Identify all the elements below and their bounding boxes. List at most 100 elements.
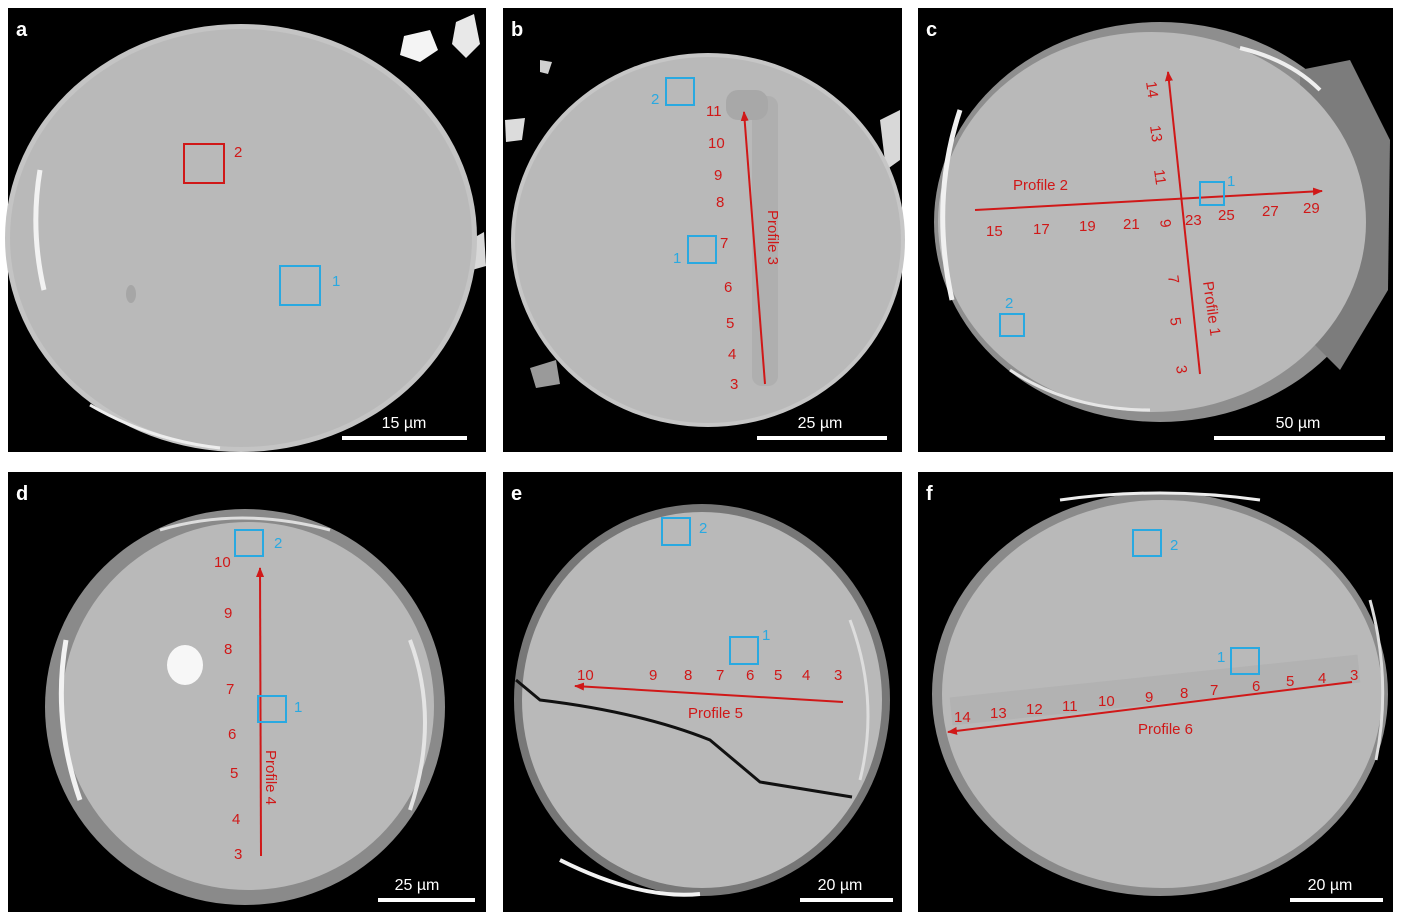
point-label: 3 [1172,364,1190,375]
bright-rim-fragment [1009,368,1151,412]
point-label: 9 [714,167,722,184]
point-label: 4 [1318,670,1326,687]
point-label: 8 [684,667,692,684]
panel-b: Profile 3 11 10 9 8 7 6 5 4 3 2 1 b 25 µ… [503,8,905,452]
box-label-2: 2 [274,535,282,552]
point-label: 29 [1303,200,1320,217]
point-label: 27 [1262,203,1279,220]
box-label-1: 1 [294,699,302,716]
panel-c: Profile 2 Profile 1 15 17 19 21 23 25 27… [918,8,1393,452]
sphere-cross-section [938,32,1366,412]
panel-label: c [926,19,937,41]
analysis-box-1 [687,235,717,264]
surface-pit [126,285,136,303]
bright-rim-fragment [848,619,870,781]
analysis-box-2 [999,313,1025,337]
point-label: 7 [716,667,724,684]
point-label: 7 [1210,682,1218,699]
debris-fragment [505,118,525,142]
point-label: 5 [726,315,734,332]
point-label: 3 [730,376,738,393]
ablation-crater [726,90,768,120]
point-label: 10 [1098,693,1115,710]
analysis-box-2 [234,529,264,557]
debris-fragment [530,360,560,388]
box-label-1: 1 [1227,173,1235,190]
point-label: 14 [1142,80,1161,99]
analysis-box-1 [279,265,321,306]
point-label: 3 [1350,667,1358,684]
profile-4-label: Profile 4 [262,750,279,805]
bright-rim-fragment [1368,599,1385,761]
panel-e: Profile 5 10 9 8 7 6 5 4 3 2 1 e 20 µm [503,472,902,912]
point-label: 14 [954,709,971,726]
point-label: 17 [1033,221,1050,238]
point-label: 4 [802,667,810,684]
point-label: 3 [234,846,242,863]
debris-fragment [452,14,480,58]
panel-label: d [16,483,28,505]
point-label: 25 [1218,207,1235,224]
profile-2-arrow [974,187,1323,211]
point-label: 6 [1252,678,1260,695]
profile-5-arrow [574,682,844,703]
ablation-track [949,654,1361,726]
panel-label: e [511,483,522,505]
point-label: 5 [230,765,238,782]
debris-fragment [880,110,900,170]
bright-inclusion [167,645,203,685]
point-label: 10 [708,135,725,152]
bright-rim-fragment [940,109,963,301]
scale-bar-label: 20 µm [1308,877,1353,894]
box-label-1: 1 [673,250,681,267]
scale-bar-label: 50 µm [1276,415,1321,432]
point-label: 12 [1026,701,1043,718]
bright-rim-fragment [1059,491,1261,502]
point-label: 8 [1180,685,1188,702]
point-label: 9 [224,605,232,622]
panel-a: 2 1 a 15 µm [5,8,486,452]
point-label: 7 [226,681,234,698]
point-label: 4 [728,346,736,363]
bright-rim-fragment [1239,46,1322,92]
bright-rim-fragment [33,169,47,291]
bright-rim-fragment [159,516,331,532]
panel-label: f [926,483,933,505]
profile-6-arrow [947,681,1353,735]
point-label: 10 [577,667,594,684]
point-label: 7 [1164,274,1182,285]
panel-label: b [511,19,523,41]
profile-3-label: Profile 3 [764,210,781,265]
point-label: 10 [214,554,231,571]
point-label: 4 [232,811,240,828]
point-label: 11 [706,103,722,120]
sphere-cross-section [10,29,472,447]
scale-bar-label: 20 µm [818,877,863,894]
point-label: 5 [1286,673,1294,690]
point-label: 23 [1185,212,1202,229]
analysis-box-2 [665,77,695,106]
scale-bar-label: 25 µm [798,415,843,432]
point-label: 8 [716,194,724,211]
profile-2-label: Profile 2 [1013,177,1068,194]
point-label: 11 [1062,698,1078,715]
bright-rim-fragment [58,639,83,801]
point-label: 13 [1146,124,1165,143]
debris-fragment [540,60,552,74]
point-label: 9 [649,667,657,684]
box-label-2: 2 [699,520,707,537]
point-label: 3 [834,667,842,684]
sphere-cross-section [515,57,901,423]
profile-1-arrow [1164,71,1201,375]
analysis-box-2 [1132,529,1162,557]
analysis-box-1 [1230,647,1260,675]
point-label: 11 [1150,168,1169,186]
point-label: 19 [1079,218,1096,235]
profile-4-arrow [256,567,265,857]
box-label-2: 2 [1005,295,1013,312]
panel-d: Profile 4 10 9 8 7 6 5 4 3 2 1 d 25 µm [8,472,486,912]
bright-rim-fragment [89,403,221,450]
bright-rim-fragment [408,639,427,811]
panel-label: a [16,19,28,41]
bright-rim-fragment [559,858,701,897]
